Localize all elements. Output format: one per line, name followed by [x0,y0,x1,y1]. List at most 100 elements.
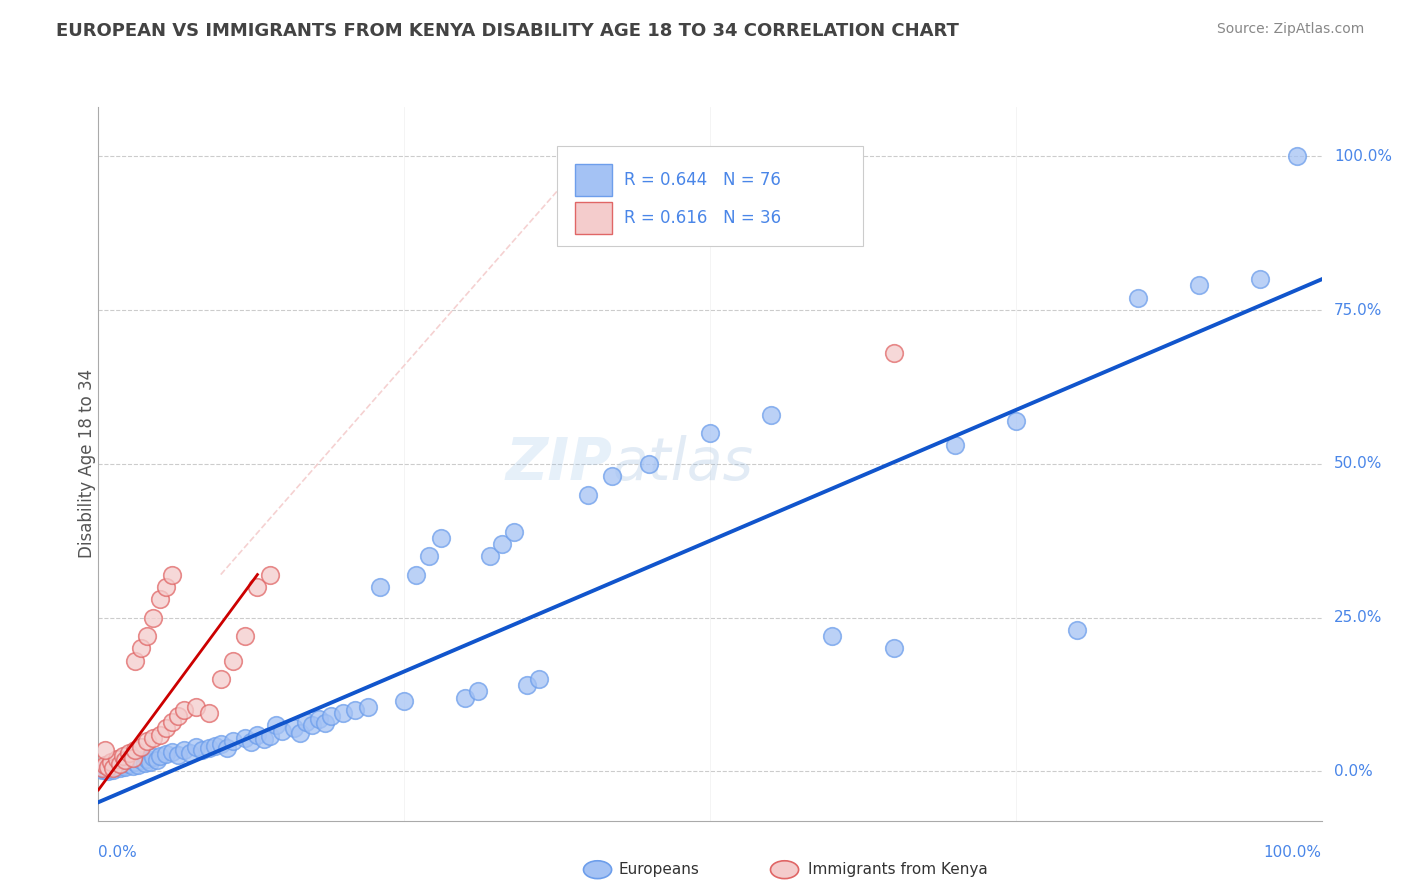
Point [124,654,146,668]
Point [105,759,128,773]
Point [91,763,114,777]
Text: 0.0%: 0.0% [98,846,138,860]
Point [93,743,115,757]
Point [478,549,501,563]
Point [167,748,190,763]
Point [527,672,550,686]
Point [209,737,232,751]
Point [332,706,354,720]
Point [155,747,177,762]
Text: Source: ZipAtlas.com: Source: ZipAtlas.com [1216,22,1364,37]
Y-axis label: Disability Age 18 to 34: Disability Age 18 to 34 [79,369,96,558]
Point [246,580,269,594]
Point [114,760,136,774]
Point [111,749,134,764]
Point [516,678,538,692]
FancyBboxPatch shape [557,146,863,246]
Point [136,752,159,766]
Point [204,739,226,753]
Point [240,735,263,749]
Point [283,722,305,736]
Point [491,537,513,551]
Text: R = 0.644   N = 76: R = 0.644 N = 76 [624,171,782,189]
Point [301,718,323,732]
Point [155,580,177,594]
Point [142,610,165,624]
Text: 100.0%: 100.0% [1334,149,1392,164]
Point [314,716,336,731]
Point [246,727,269,741]
Point [173,743,195,757]
Point [97,764,120,778]
Point [142,731,165,745]
Point [270,724,294,739]
Point [124,743,146,757]
Point [215,741,238,756]
Point [699,426,721,441]
Text: Immigrants from Kenya: Immigrants from Kenya [808,863,988,877]
Text: 100.0%: 100.0% [1264,846,1322,860]
Point [100,755,122,769]
Point [454,690,477,705]
Point [209,672,232,686]
Point [160,715,183,730]
Point [943,438,966,452]
Point [186,739,208,754]
Point [118,746,141,760]
Point [761,408,783,422]
Point [124,755,146,769]
Point [186,699,208,714]
Point [197,706,219,720]
Point [356,699,378,714]
Point [114,753,136,767]
Text: 75.0%: 75.0% [1334,302,1382,318]
Point [129,739,152,754]
Point [105,752,128,766]
Point [259,729,281,743]
Point [290,726,312,740]
Point [96,762,118,776]
Point [392,694,416,708]
Point [308,712,330,726]
FancyBboxPatch shape [575,164,612,196]
FancyBboxPatch shape [575,202,612,234]
Point [1188,278,1211,293]
Point [149,749,172,764]
Point [1250,272,1272,286]
Point [146,753,169,767]
Point [136,629,159,643]
Point [91,761,114,775]
Point [100,761,122,775]
Point [1286,149,1309,163]
Point [142,750,165,764]
Point [101,763,124,777]
Point [233,629,256,643]
Point [344,703,367,717]
Point [191,743,214,757]
Point [368,580,391,594]
Point [883,641,905,656]
Point [576,487,599,501]
Point [167,709,190,723]
Point [259,567,281,582]
Point [1128,291,1150,305]
Point [155,722,177,736]
Point [233,731,256,745]
Point [134,756,156,770]
Point [637,457,661,471]
Point [110,757,132,772]
Point [139,755,162,769]
Point [600,469,623,483]
Text: 0.0%: 0.0% [1334,764,1372,779]
Point [1004,414,1026,428]
Point [136,733,159,747]
Point [149,727,172,741]
Point [110,761,132,775]
Point [160,745,183,759]
Text: 25.0%: 25.0% [1334,610,1382,625]
Point [127,757,149,772]
Point [405,567,427,582]
Point [222,654,245,668]
Point [883,346,905,360]
Point [93,758,115,772]
